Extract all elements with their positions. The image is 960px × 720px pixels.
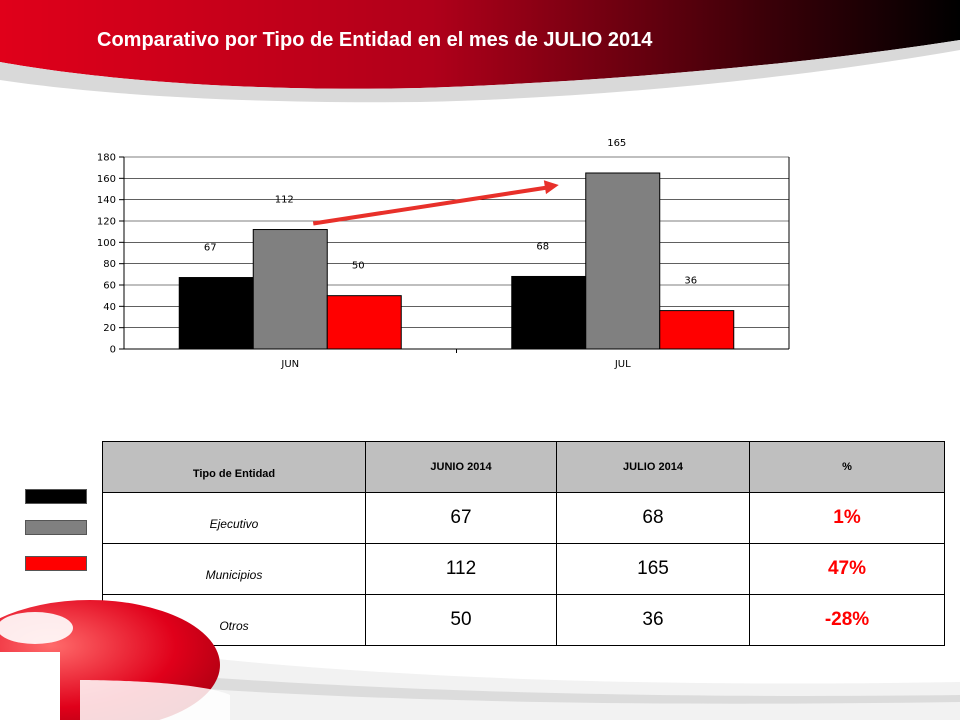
x-tick-label: JUN — [280, 359, 299, 370]
table-header-row: Tipo de Entidad JUNIO 2014 JULIO 2014 % — [102, 441, 945, 493]
x-tick-label: JUL — [614, 359, 631, 370]
row-name: Municipios — [102, 543, 366, 595]
data-label: 165 — [607, 138, 626, 149]
row-percent: 47% — [749, 543, 945, 595]
trend-arrow-line — [312, 185, 552, 226]
slide-title: Comparativo por Tipo de Entidad en el me… — [97, 29, 653, 51]
bar-chart: 0 20 40 60 80 100 120 140 160 180 67 112 50 JUN 68 165 3… — [97, 138, 790, 370]
y-tick-label: 0 — [110, 345, 116, 356]
row-junio: 112 — [365, 543, 557, 595]
legend-swatch-otros — [25, 556, 87, 571]
row-percent: 1% — [749, 492, 945, 544]
data-label: 50 — [352, 261, 365, 272]
trend-arrow-head-icon — [543, 180, 559, 195]
bar-ejecutivo-jun — [178, 277, 254, 350]
bar-ejecutivo-jul — [511, 275, 587, 350]
comparison-table: Tipo de Entidad JUNIO 2014 JULIO 2014 % … — [102, 441, 945, 646]
bar-otros-jun — [326, 295, 402, 350]
bar-otros-jul — [659, 310, 735, 350]
row-percent: -28% — [749, 594, 945, 646]
header-percent: % — [749, 441, 945, 493]
y-tick-label: 180 — [97, 153, 116, 164]
data-label: 68 — [536, 241, 549, 252]
table-row: Ejecutivo 67 68 1% — [102, 492, 945, 544]
y-tick-label: 80 — [103, 259, 116, 270]
row-julio: 68 — [556, 492, 750, 544]
y-tick-label: 120 — [97, 217, 116, 228]
row-julio: 165 — [556, 543, 750, 595]
bar-municipios-jul — [585, 172, 661, 350]
y-tick-label: 20 — [103, 323, 116, 334]
bar-municipios-jun — [252, 229, 328, 350]
row-name: Ejecutivo — [102, 492, 366, 544]
data-label: 67 — [204, 243, 217, 254]
row-junio: 50 — [365, 594, 557, 646]
table-row: Municipios 112 165 47% — [102, 543, 945, 595]
row-junio: 67 — [365, 492, 557, 544]
y-tick-label: 100 — [97, 238, 116, 249]
header-tipo-entidad: Tipo de Entidad — [102, 441, 366, 493]
y-tick-label: 140 — [97, 195, 116, 206]
header-julio: JULIO 2014 — [556, 441, 750, 493]
y-tick-label: 40 — [103, 302, 116, 313]
y-tick-label: 60 — [103, 281, 116, 292]
data-label: 36 — [684, 276, 697, 287]
data-label: 112 — [275, 195, 294, 206]
y-tick-label: 160 — [97, 174, 116, 185]
footer-logo-decoration — [0, 600, 960, 720]
legend-swatch-municipios — [25, 520, 87, 535]
header-junio: JUNIO 2014 — [365, 441, 557, 493]
header-banner — [0, 0, 960, 103]
legend-swatch-ejecutivo — [25, 489, 87, 504]
